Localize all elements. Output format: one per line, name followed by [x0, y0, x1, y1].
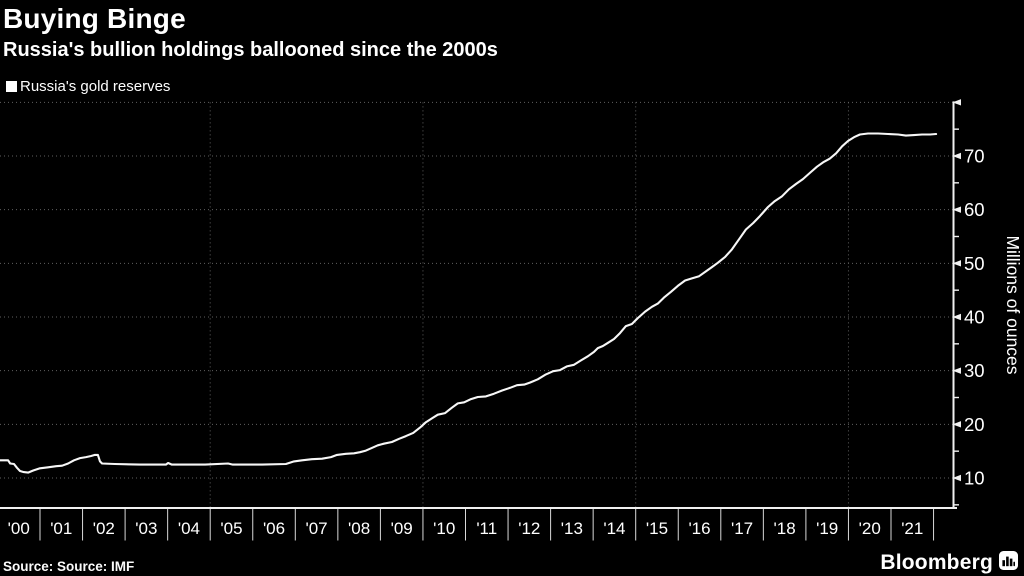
- header: Buying Binge Russia's bullion holdings b…: [3, 0, 498, 62]
- x-tick-label: '10: [433, 519, 455, 538]
- y-tick-label: 50: [964, 253, 985, 274]
- legend-label: Russia's gold reserves: [20, 78, 171, 95]
- source-text: Source: Source: IMF: [3, 559, 135, 574]
- chart-subtitle: Russia's bullion holdings ballooned sinc…: [3, 39, 498, 61]
- legend: Russia's gold reserves: [6, 78, 170, 95]
- x-tick-label: '05: [220, 519, 242, 538]
- x-tick-label: '07: [305, 519, 327, 538]
- bloomberg-logo: Bloomberg: [880, 551, 1018, 575]
- x-tick-label: '16: [688, 519, 710, 538]
- x-tick-label: '18: [774, 519, 796, 538]
- x-tick-label: '06: [263, 519, 285, 538]
- legend-marker-icon: [6, 81, 17, 92]
- y-tick: [952, 206, 961, 213]
- x-tick-label: '04: [178, 519, 200, 538]
- y-tick-label: 20: [964, 414, 985, 435]
- x-tick-label: '03: [135, 519, 157, 538]
- x-tick-label: '00: [8, 519, 30, 538]
- x-tick-label: '19: [816, 519, 838, 538]
- x-tick-label: '20: [859, 519, 881, 538]
- x-tick-label: '02: [93, 519, 115, 538]
- bloomberg-wordmark: Bloomberg: [880, 551, 993, 574]
- x-tick-label: '14: [603, 519, 625, 538]
- y-axis-title: Millions of ounces: [1003, 235, 1023, 374]
- x-tick-label: '09: [391, 519, 413, 538]
- x-tick-label: '12: [518, 519, 540, 538]
- y-tick: [952, 260, 961, 267]
- x-tick-label: '08: [348, 519, 370, 538]
- y-tick: [952, 99, 961, 106]
- x-tick-label: '13: [561, 519, 583, 538]
- y-tick: [952, 474, 961, 482]
- x-tick-label: '21: [901, 519, 923, 538]
- y-tick-label: 60: [964, 199, 985, 220]
- y-tick: [952, 367, 961, 374]
- x-tick-label: '17: [731, 519, 753, 538]
- y-tick-label: 30: [964, 360, 985, 381]
- x-tick-label: '11: [476, 519, 497, 538]
- y-tick: [952, 421, 961, 428]
- x-tick-label: '01: [50, 519, 72, 538]
- series-line: [0, 132, 938, 474]
- x-tick-label: '15: [646, 519, 668, 538]
- bloomberg-chart-icon: [999, 551, 1018, 575]
- y-tick-label: 70: [964, 145, 985, 166]
- y-tick: [952, 152, 961, 160]
- chart-title: Buying Binge: [3, 3, 186, 34]
- y-tick: [952, 313, 961, 321]
- y-tick-label: 10: [964, 468, 985, 489]
- y-tick-label: 40: [964, 306, 985, 327]
